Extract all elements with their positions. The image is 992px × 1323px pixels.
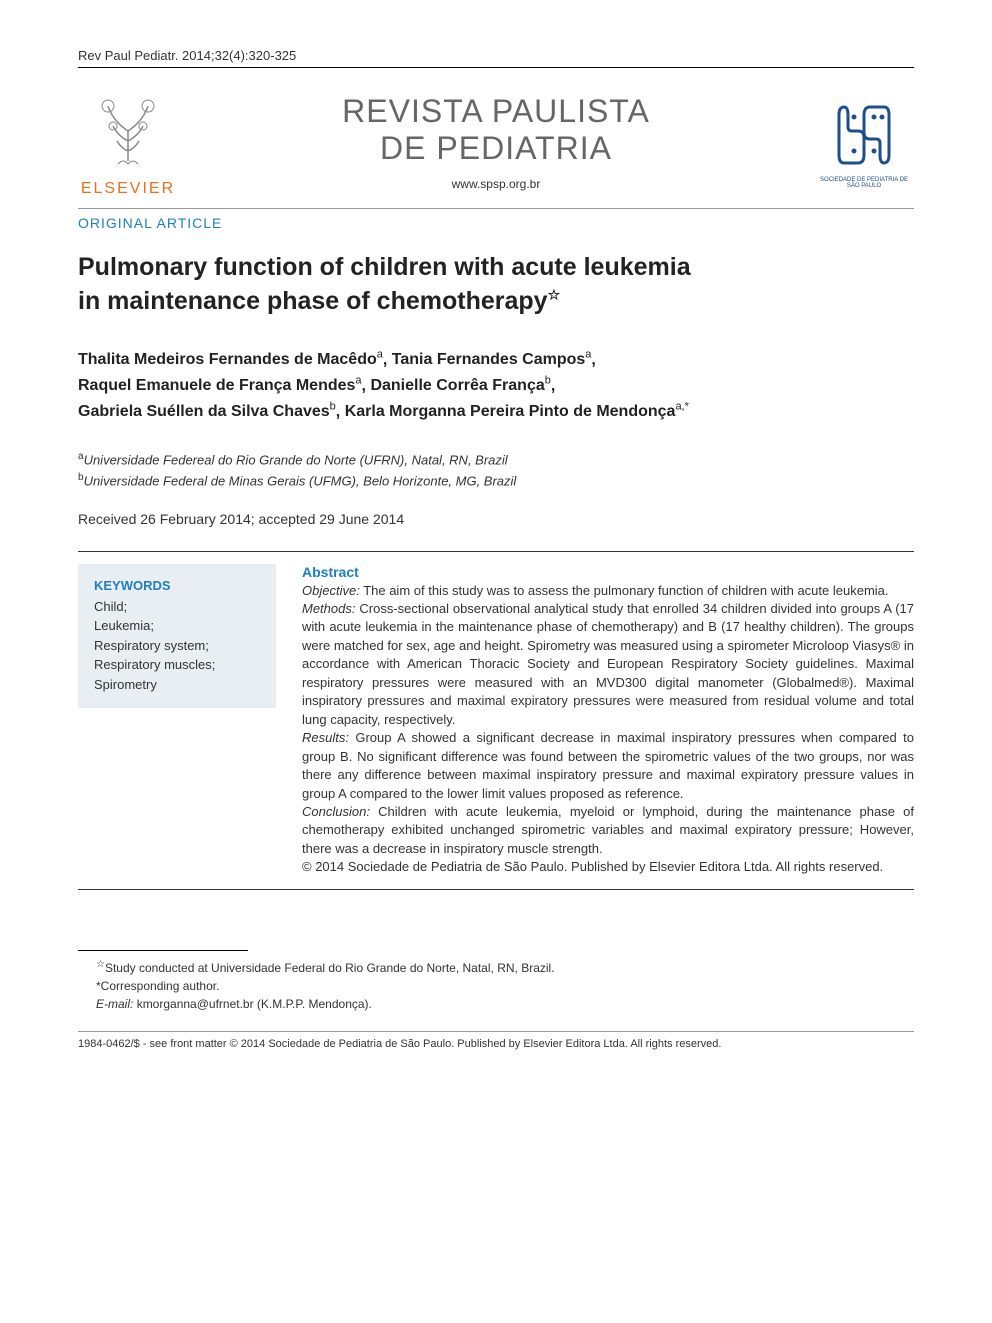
affiliations: aUniversidade Federeal do Rio Grande do …	[78, 449, 914, 491]
top-divider	[78, 67, 914, 68]
footnote-divider	[78, 950, 248, 951]
author: Danielle Corrêa Françab	[370, 377, 550, 394]
abstract-top-rule	[78, 551, 914, 552]
spsp-logo-icon	[824, 95, 904, 175]
society-caption: SOCIEDADE DE PEDIATRIA DE SÃO PAULO	[814, 177, 914, 189]
abstract-heading: Abstract	[302, 564, 914, 580]
keyword: Child;	[94, 597, 260, 617]
footer-copyright: 1984-0462/$ - see front matter © 2014 So…	[78, 1031, 914, 1050]
author: Raquel Emanuele de França Mendesa	[78, 377, 362, 394]
abstract-section: Conclusion: Children with acute leukemia…	[302, 803, 914, 858]
journal-header: ELSEVIER REVISTA PAULISTA DE PEDIATRIA w…	[78, 86, 914, 198]
abstract-column: Abstract Objective: The aim of this stud…	[302, 564, 914, 877]
keyword: Respiratory system;	[94, 636, 260, 656]
author-list: Thalita Medeiros Fernandes de Macêdoa, T…	[78, 347, 914, 425]
author: Karla Morganna Pereira Pinto de Mendonça…	[345, 403, 689, 420]
keyword: Leukemia;	[94, 616, 260, 636]
elsevier-logo: ELSEVIER	[78, 86, 178, 198]
keyword: Spirometry	[94, 675, 260, 695]
footnotes: ☆Study conducted at Universidade Federal…	[78, 957, 914, 1013]
author: Gabriela Suéllen da Silva Chavesb	[78, 403, 336, 420]
journal-title-line1: REVISTA PAULISTA	[178, 93, 814, 130]
keywords-abstract-row: KEYWORDS Child; Leukemia; Respiratory sy…	[78, 564, 914, 877]
elsevier-tree-icon	[83, 86, 173, 176]
abstract-copyright: © 2014 Sociedade de Pediatria de São Pau…	[302, 858, 914, 876]
keywords-box: KEYWORDS Child; Leukemia; Respiratory sy…	[78, 564, 276, 709]
title-line2: in maintenance phase of chemotherapy	[78, 287, 548, 315]
article-title: Pulmonary function of children with acut…	[78, 251, 914, 319]
footnote-email: E-mail: kmorganna@ufrnet.br (K.M.P.P. Me…	[96, 995, 914, 1013]
elsevier-wordmark: ELSEVIER	[81, 180, 175, 198]
journal-title-block: REVISTA PAULISTA DE PEDIATRIA www.spsp.o…	[178, 93, 814, 191]
header-divider	[78, 208, 914, 209]
affiliation: bUniversidade Federal de Minas Gerais (U…	[78, 470, 914, 491]
title-line1: Pulmonary function of children with acut…	[78, 253, 691, 281]
affiliation: aUniversidade Federeal do Rio Grande do …	[78, 449, 914, 470]
journal-title-line2: DE PEDIATRIA	[178, 130, 814, 167]
abstract-bottom-rule	[78, 889, 914, 890]
footnote-study: ☆Study conducted at Universidade Federal…	[96, 957, 914, 977]
abstract-section: Results: Group A showed a significant de…	[302, 729, 914, 803]
society-logo: SOCIEDADE DE PEDIATRIA DE SÃO PAULO	[814, 95, 914, 189]
article-type: ORIGINAL ARTICLE	[78, 215, 914, 231]
author: Thalita Medeiros Fernandes de Macêdoa	[78, 351, 383, 368]
author: Tania Fernandes Camposa	[392, 351, 592, 368]
title-note-symbol: ☆	[548, 286, 561, 302]
article-dates: Received 26 February 2014; accepted 29 J…	[78, 511, 914, 527]
keywords-heading: KEYWORDS	[94, 578, 260, 593]
keyword: Respiratory muscles;	[94, 655, 260, 675]
keywords-list: Child; Leukemia; Respiratory system; Res…	[94, 597, 260, 695]
citation-line: Rev Paul Pediatr. 2014;32(4):320-325	[78, 48, 914, 63]
abstract-body: Objective: The aim of this study was to …	[302, 582, 914, 877]
footnote-corresponding: *Corresponding author.	[96, 977, 914, 995]
abstract-section: Objective: The aim of this study was to …	[302, 582, 914, 600]
journal-url: www.spsp.org.br	[178, 177, 814, 191]
abstract-section: Methods: Cross-sectional observational a…	[302, 600, 914, 729]
